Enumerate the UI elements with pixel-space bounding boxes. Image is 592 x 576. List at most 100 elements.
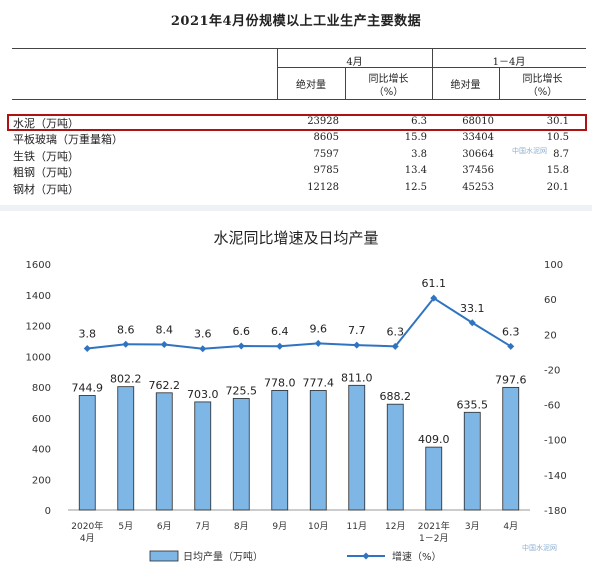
row-label: 钢材（万吨） — [13, 183, 79, 196]
y-axis-right-tick-label: -140 — [544, 471, 567, 482]
cell-abs-ytd: 45253 — [462, 182, 494, 193]
col-header-yoy-unit: （%） — [527, 87, 558, 98]
y-axis-left-tick-label: 200 — [32, 475, 51, 486]
col-header-abs: 绝对量 — [296, 80, 326, 91]
chart-title: 水泥同比增速及日均产量 — [213, 229, 378, 247]
growth-value-label: 33.1 — [460, 302, 485, 315]
bar-value-label: 777.4 — [303, 376, 335, 389]
x-axis-tick-label: 10月 — [308, 521, 328, 532]
x-axis-tick-label: 12月 — [385, 521, 405, 532]
y-axis-left-tick-label: 1000 — [26, 352, 51, 363]
col-header-abs: 绝对量 — [450, 80, 481, 91]
x-axis-tick-label: 3月 — [465, 521, 480, 532]
x-axis-tick-label: 8月 — [234, 521, 249, 532]
growth-value-label: 61.1 — [422, 277, 447, 290]
bar-value-label: 725.5 — [226, 384, 258, 397]
chart-panel: 水泥同比增速及日均产量 0 200 400 600 800 1000 1200 1400 1600… — [0, 211, 592, 572]
x-axis-tick-label: 9月 — [272, 521, 287, 532]
y-axis-right-tick-label: -60 — [544, 401, 560, 412]
table-vrule — [499, 67, 500, 100]
bar — [117, 386, 135, 511]
growth-point — [83, 345, 91, 353]
growth-point — [507, 342, 515, 350]
growth-point — [276, 342, 284, 350]
legend-line-marker — [362, 552, 370, 560]
cell-yoy-apr: 13.4 — [404, 165, 427, 176]
bar-value-label: 778.0 — [264, 376, 296, 389]
bar — [271, 389, 289, 511]
cell-yoy-apr: 12.5 — [404, 182, 427, 193]
y-axis-right-tick-label: -20 — [544, 365, 560, 376]
bar — [155, 392, 173, 511]
growth-value-label: 6.3 — [502, 325, 520, 338]
cell-abs-apr: 8605 — [313, 132, 339, 143]
row-label: 平板玻璃（万重量箱） — [13, 133, 123, 146]
bar-value-label: 744.9 — [72, 381, 104, 394]
cell-abs-apr: 23928 — [307, 116, 339, 127]
row-label: 粗钢（万吨） — [13, 166, 79, 179]
growth-value-label: 6.6 — [233, 325, 251, 338]
y-axis-left-tick-label: 600 — [32, 414, 51, 425]
cell-yoy-ytd: 8.7 — [553, 149, 569, 160]
col-header-yoy: 同比增长 — [368, 74, 409, 85]
table-group-rule — [277, 67, 586, 68]
watermark: 中国水泥网 — [512, 147, 547, 155]
data-table-panel: 2021年4月份规模以上工业生产主要数据 4月 1－4月 绝对量 同比增长 （%… — [0, 0, 592, 205]
bar — [386, 403, 404, 511]
cell-yoy-apr: 15.9 — [404, 132, 427, 143]
growth-point — [468, 319, 476, 327]
y-axis-left-tick-label: 1400 — [26, 291, 51, 302]
x-axis-tick-label: 7月 — [195, 521, 210, 532]
growth-point — [391, 342, 399, 350]
bar-value-label: 797.6 — [495, 373, 527, 386]
bar — [232, 398, 250, 511]
bar — [463, 411, 481, 511]
bar — [348, 384, 366, 511]
bar-value-label: 811.0 — [341, 371, 373, 384]
group-header-ytd: 1－4月 — [492, 57, 526, 68]
growth-point — [314, 339, 322, 347]
cell-abs-apr: 12128 — [307, 182, 339, 193]
growth-value-label: 8.4 — [156, 323, 174, 336]
growth-value-label: 3.8 — [79, 328, 97, 341]
table-header-rule — [12, 99, 586, 100]
legend-line-label: 增速（%） — [392, 550, 442, 563]
growth-line — [87, 296, 512, 350]
table-title: 2021年4月份规模以上工业生产主要数据 — [170, 14, 422, 29]
cell-yoy-ytd: 30.1 — [546, 116, 569, 127]
highlight-box — [7, 114, 587, 131]
x-axis-tick-label: 5月 — [118, 521, 133, 532]
x-axis-tick-label: 4月 — [503, 521, 518, 532]
watermark: 中国水泥网 — [522, 544, 557, 552]
cell-abs-apr: 7597 — [313, 149, 339, 160]
group-header-apr: 4月 — [346, 57, 363, 68]
bar-value-label: 762.2 — [149, 379, 181, 392]
cell-abs-ytd: 30664 — [462, 149, 494, 160]
y-axis-right-tick-label: 20 — [544, 330, 557, 341]
growth-point — [160, 340, 168, 348]
cell-yoy-ytd: 10.5 — [546, 132, 569, 143]
bar — [502, 386, 520, 511]
bar-value-label: 409.0 — [418, 433, 450, 446]
legend-bar-label: 日均产量（万吨） — [183, 550, 263, 563]
col-header-yoy: 同比增长 — [522, 74, 563, 85]
growth-point — [122, 340, 130, 348]
growth-point — [353, 341, 361, 349]
cell-abs-ytd: 37456 — [462, 165, 494, 176]
row-label: 水泥（万吨） — [13, 117, 79, 130]
cell-yoy-ytd: 20.1 — [546, 182, 569, 193]
bar — [425, 446, 443, 511]
bar-value-label: 703.0 — [187, 388, 219, 401]
growth-point — [237, 342, 245, 350]
table-vrule — [432, 48, 433, 100]
bar — [194, 401, 212, 511]
y-axis-left-tick-label: 0 — [45, 506, 51, 517]
growth-value-label: 8.6 — [117, 323, 135, 336]
growth-value-label: 3.6 — [194, 328, 212, 341]
x-axis-tick-label: 11月 — [347, 521, 367, 532]
growth-value-label: 9.6 — [310, 322, 328, 335]
x-axis-tick-label: 6月 — [157, 521, 172, 532]
growth-point — [430, 294, 438, 302]
combo-chart: 水泥同比增速及日均产量 0 200 400 600 800 1000 1200 1400 1600… — [26, 229, 567, 563]
cell-abs-ytd: 68010 — [462, 116, 494, 127]
